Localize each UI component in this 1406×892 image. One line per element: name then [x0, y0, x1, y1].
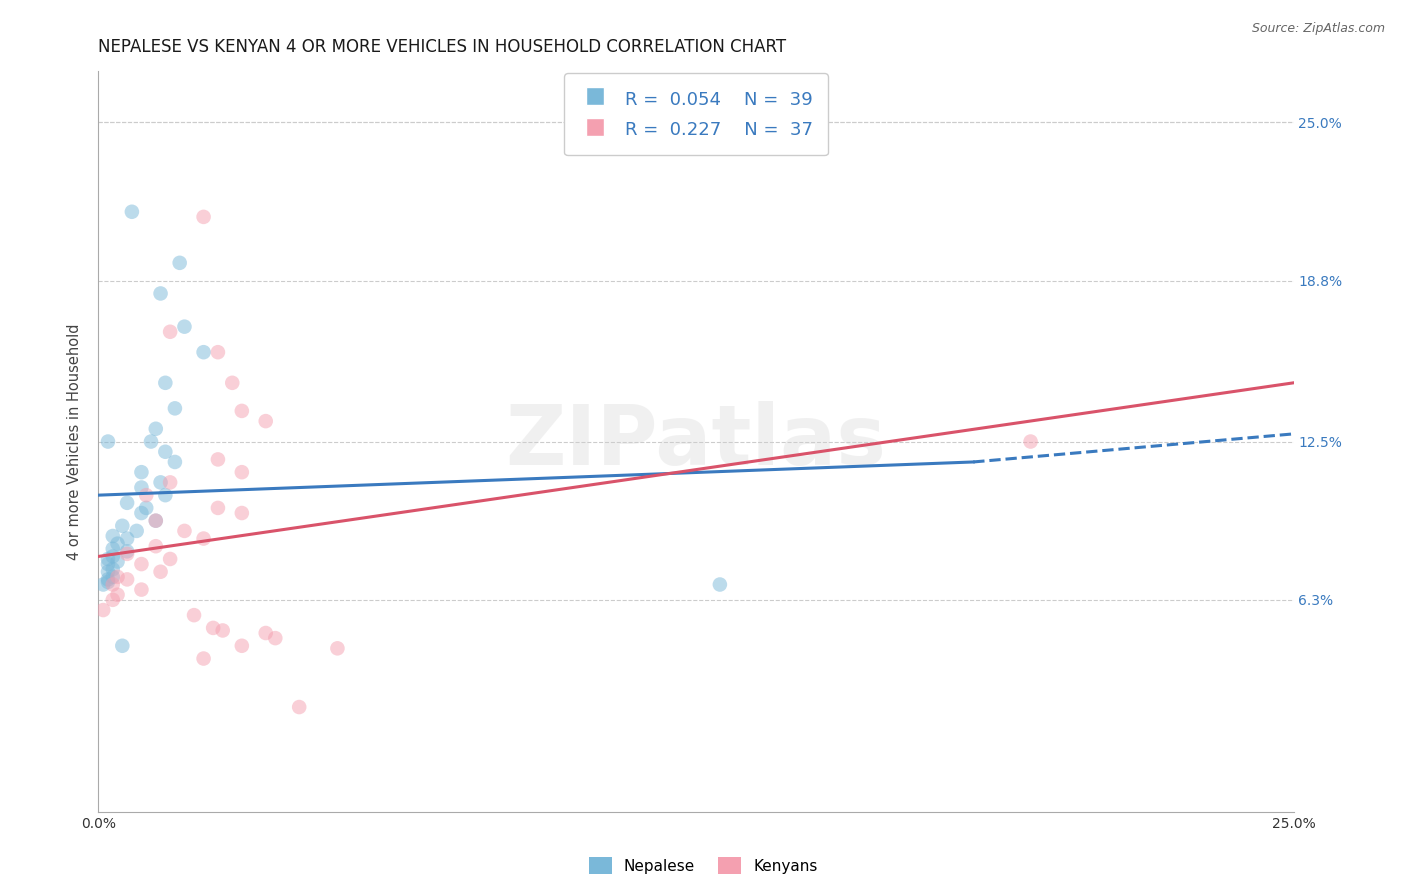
Point	[163, 455, 186, 469]
Point	[155, 376, 177, 390]
Text: NEPALESE VS KENYAN 4 OR MORE VEHICLES IN HOUSEHOLD CORRELATION CHART: NEPALESE VS KENYAN 4 OR MORE VEHICLES IN…	[98, 38, 786, 56]
Point	[111, 639, 134, 653]
Point	[169, 256, 191, 270]
Point	[264, 631, 287, 645]
Point	[107, 588, 129, 602]
Point	[135, 488, 157, 502]
Point	[97, 574, 120, 589]
Point	[91, 577, 114, 591]
Point	[254, 414, 277, 428]
Point	[173, 524, 195, 538]
Point	[131, 481, 153, 495]
Point	[159, 475, 181, 490]
Point	[231, 506, 253, 520]
Point	[326, 641, 349, 656]
Point	[139, 434, 162, 449]
Point	[131, 557, 153, 571]
Point	[131, 465, 153, 479]
Point	[131, 582, 153, 597]
Point	[193, 651, 215, 665]
Point	[149, 475, 172, 490]
Legend: R =  0.054    N =  39, R =  0.227    N =  37: R = 0.054 N = 39, R = 0.227 N = 37	[564, 73, 828, 155]
Point	[115, 547, 138, 561]
Point	[193, 210, 215, 224]
Point	[211, 624, 233, 638]
Point	[288, 700, 311, 714]
Point	[101, 577, 124, 591]
Point	[101, 592, 124, 607]
Point	[97, 552, 120, 566]
Point	[115, 573, 138, 587]
Point	[145, 539, 167, 553]
Point	[159, 552, 181, 566]
Point	[254, 626, 277, 640]
Point	[202, 621, 225, 635]
Point	[145, 422, 167, 436]
Point	[131, 506, 153, 520]
Point	[193, 532, 215, 546]
Point	[125, 524, 148, 538]
Point	[101, 549, 124, 564]
Point	[231, 465, 253, 479]
Point	[115, 496, 138, 510]
Point	[107, 555, 129, 569]
Point	[101, 541, 124, 556]
Point	[115, 532, 138, 546]
Point	[221, 376, 243, 390]
Point	[101, 570, 124, 584]
Point	[101, 529, 124, 543]
Point	[97, 565, 120, 579]
Point	[1019, 434, 1042, 449]
Point	[97, 557, 120, 571]
Point	[207, 500, 229, 515]
Point	[173, 319, 195, 334]
Point	[111, 518, 134, 533]
Text: Source: ZipAtlas.com: Source: ZipAtlas.com	[1251, 22, 1385, 36]
Point	[135, 500, 157, 515]
Point	[121, 204, 143, 219]
Point	[155, 488, 177, 502]
Text: ZIPatlas: ZIPatlas	[506, 401, 886, 482]
Point	[163, 401, 186, 416]
Point	[145, 514, 167, 528]
Point	[101, 562, 124, 576]
Point	[107, 570, 129, 584]
Point	[207, 345, 229, 359]
Point	[183, 608, 205, 623]
Point	[149, 565, 172, 579]
Point	[145, 514, 167, 528]
Point	[231, 639, 253, 653]
Point	[91, 603, 114, 617]
Legend: Nepalese, Kenyans: Nepalese, Kenyans	[582, 851, 824, 880]
Point	[149, 286, 172, 301]
Point	[115, 544, 138, 558]
Point	[97, 573, 120, 587]
Point	[159, 325, 181, 339]
Point	[97, 434, 120, 449]
Point	[207, 452, 229, 467]
Point	[155, 444, 177, 458]
Point	[231, 404, 253, 418]
Point	[709, 577, 731, 591]
Y-axis label: 4 or more Vehicles in Household: 4 or more Vehicles in Household	[67, 323, 83, 560]
Point	[107, 536, 129, 550]
Point	[193, 345, 215, 359]
